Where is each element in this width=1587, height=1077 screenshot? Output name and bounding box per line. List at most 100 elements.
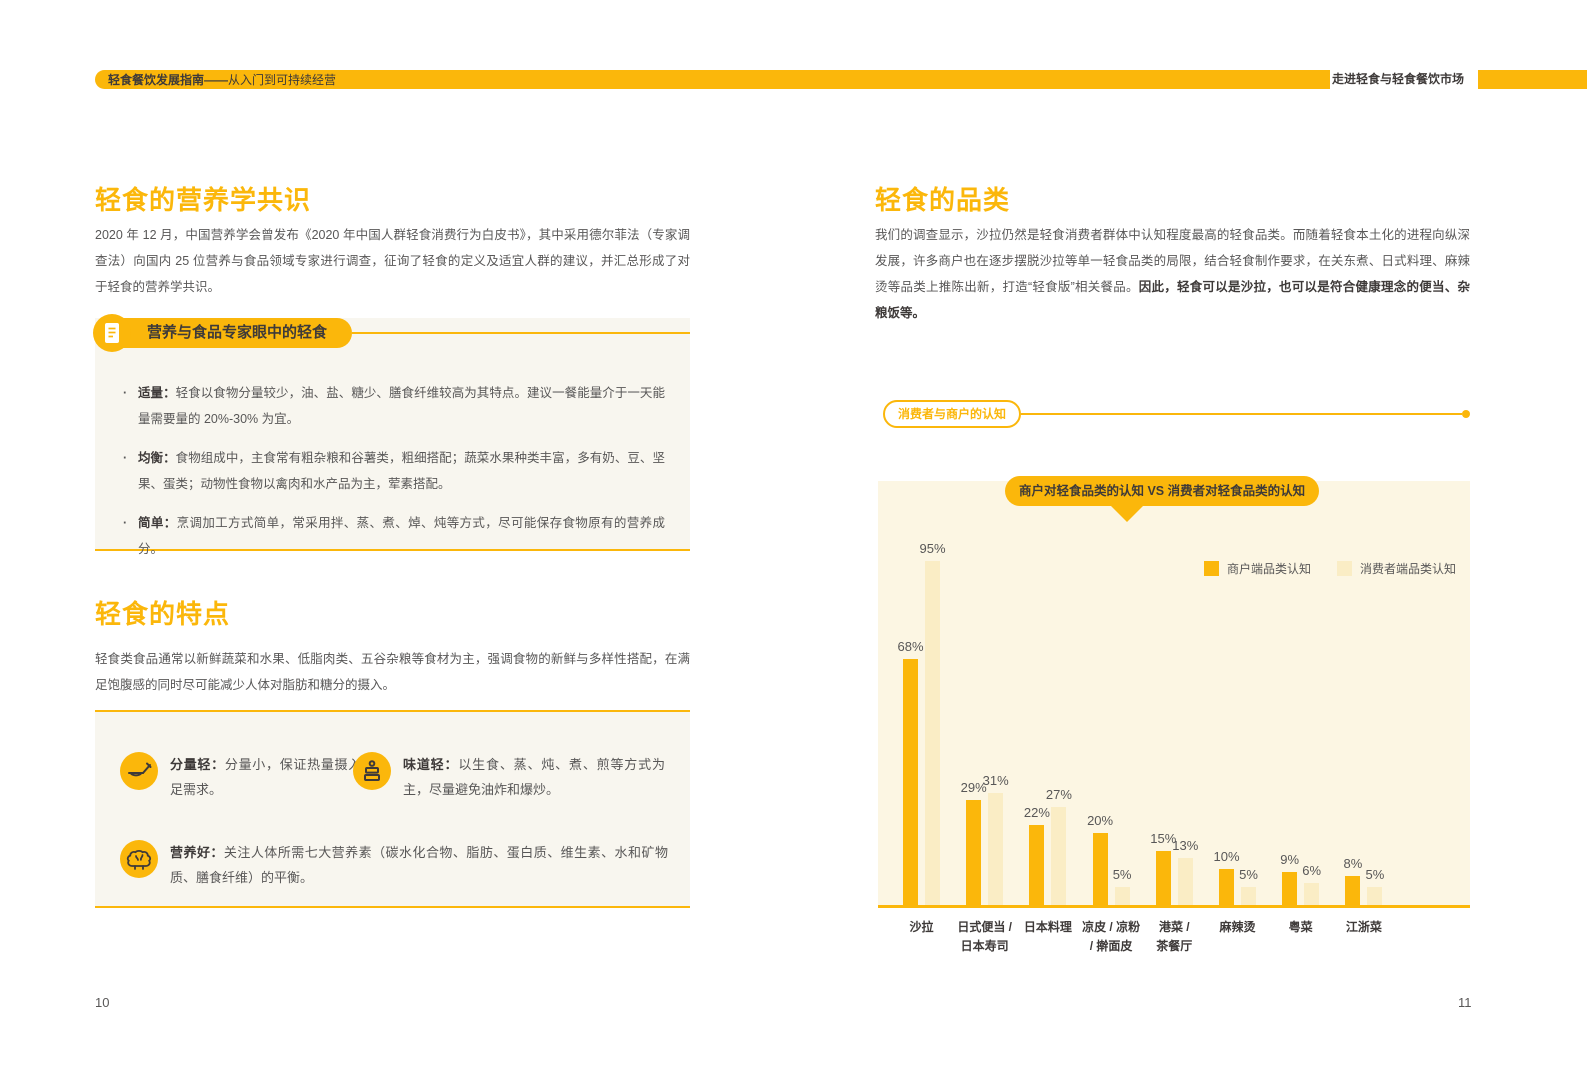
bar-consumer [1367, 887, 1383, 905]
chart-legend: 商户端品类认知 消费者端品类认知 [1203, 560, 1456, 577]
right-page: 轻食的品类 我们的调查显示，沙拉仍然是轻食消费者群体中认知程度最高的轻食品类。而… [875, 0, 1470, 1077]
bullet-item: 均衡：食物组成中，主食常有粗杂粮和谷薯类，粗细搭配；蔬菜水果种类丰富，多有奶、豆… [123, 445, 665, 497]
bar-value-merchant: 20% [1087, 813, 1114, 828]
perception-badge: 消费者与商户的认知 [883, 400, 1022, 428]
bar-value-merchant: 8% [1343, 856, 1363, 871]
category-label: 日本料理 [993, 918, 1103, 937]
category-label-line: 凉皮 / 凉粉 [1082, 920, 1141, 934]
document-icon [93, 314, 131, 352]
bar-value-merchant: 22% [1023, 805, 1050, 820]
category-label: 粤菜 [1246, 918, 1356, 937]
feature-label: 营养好： [170, 845, 224, 860]
nutrition-consensus-paragraph: 2020 年 12 月，中国营养学会曾发布《2020 年中国人群轻食消费行为白皮… [95, 228, 690, 294]
bar-consumer [925, 561, 940, 905]
legend-swatch [1336, 561, 1352, 576]
bar-value-merchant: 29% [960, 780, 987, 795]
nutrition-brain-icon [120, 840, 158, 878]
legend-item: 商户端品类认知 [1203, 560, 1311, 577]
header-right-title: 走进轻食与轻食餐饮市场 [1332, 72, 1465, 86]
feature-item: 营养好：关注人体所需七大营养素（碳水化合物、脂肪、蛋白质、维生素、水和矿物质、膳… [120, 840, 668, 890]
page-number-left: 10 [95, 995, 110, 1010]
category-label-line: 港菜 / [1158, 920, 1190, 934]
bar-consumer [1114, 887, 1130, 905]
category-label-line: 沙拉 [909, 920, 934, 934]
bullet-label: 均衡： [138, 451, 176, 465]
bar-merchant [903, 659, 918, 905]
feature-item: 分量轻：分量小，保证热量摄入满足需求。 [120, 752, 375, 802]
bar-value-merchant: 68% [897, 639, 924, 654]
left-page: 轻食的营养学共识 2020 年 12 月，中国营养学会曾发布《2020 年中国人… [93, 0, 690, 1077]
bar-consumer [1051, 807, 1067, 905]
bar-consumer [988, 793, 1004, 905]
expert-view-ribbon: 营养与食品专家眼中的轻食 [105, 318, 352, 348]
feature-description: 以生食、蒸、炖、煮、煎等方式为主，尽量避免油炸和爆炒。 [403, 757, 665, 797]
bar-consumer [1304, 883, 1320, 905]
bar-consumer [1177, 858, 1193, 905]
bullet-item: 适量：轻食以食物分量较少，油、盐、糖少、膳食纤维较高为其特点。建议一餐能量介于一… [123, 380, 665, 432]
header-bar-right-decor [1478, 70, 1587, 89]
category-label: 沙拉 [867, 918, 977, 937]
section-title-nutrition-consensus: 轻食的营养学共识 [95, 185, 312, 215]
chart-baseline-axis [878, 905, 1470, 908]
chart-title-callout: 商户对轻食品类的认知 VS 消费者对轻食品类的认知 [1005, 476, 1320, 506]
badge-decor-line [1021, 413, 1462, 415]
expert-bullet-list: 适量：轻食以食物分量较少，油、盐、糖少、膳食纤维较高为其特点。建议一餐能量介于一… [123, 380, 665, 575]
category-label-line: 日式便当 / [957, 920, 1013, 934]
header-left-title-rest: 从入门到可持续经营 [228, 73, 337, 87]
bar-merchant [1345, 876, 1361, 905]
badge-line-end-dot [1462, 410, 1470, 418]
chart-plot: 68% 95% 沙拉 29% 31% 日式便当 / 日本寿司 22% 27% 日本料理 20% 5% 凉… [878, 481, 1470, 953]
bar-merchant [1029, 825, 1045, 905]
header-left-title-bold: 轻食餐饮发展指南—— [108, 73, 229, 87]
feature-text: 营养好：关注人体所需七大营养素（碳水化合物、脂肪、蛋白质、维生素、水和矿物质、膳… [170, 840, 668, 890]
bar-consumer [1241, 887, 1256, 905]
bar-value-consumer: 6% [1302, 863, 1322, 878]
category-label-line: / 擀面皮 [1089, 939, 1133, 953]
spoon-icon [120, 752, 158, 790]
callout-pointer-triangle [1110, 505, 1144, 522]
category-label: 港菜 / 茶餐厅 [1119, 918, 1229, 956]
legend-label: 商户端品类认知 [1226, 562, 1311, 576]
header-bar-left: 轻食餐饮发展指南—— 从入门到可持续经营 [95, 70, 1330, 89]
bar-value-consumer: 5% [1239, 867, 1258, 882]
perception-badge-row: 消费者与商户的认知 [883, 400, 1470, 428]
legend-label: 消费者端品类认知 [1359, 562, 1456, 576]
page-number-right: 11 [1458, 995, 1472, 1010]
legend-item: 消费者端品类认知 [1336, 560, 1456, 577]
legend-swatch [1203, 561, 1219, 576]
bar-value-consumer: 5% [1365, 867, 1385, 882]
bar-value-consumer: 5% [1112, 867, 1132, 882]
categories-paragraph-normal: 我们的调查显示，沙拉仍然是轻食消费者群体中认知程度最高的轻食品类。而随着轻食本土… [875, 228, 1470, 294]
features-panel: 分量轻：分量小，保证热量摄入满足需求。 味道轻：以生食、蒸、炖、煮、煎等方式为主，… [95, 710, 690, 908]
feature-description: 分量小，保证热量摄入满足需求。 [170, 757, 375, 797]
feature-label: 味道轻： [403, 757, 459, 772]
feature-text: 味道轻：以生食、蒸、炖、煮、煎等方式为主，尽量避免油炸和爆炒。 [403, 752, 665, 802]
category-label: 麻辣烫 [1183, 918, 1293, 937]
bar-value-merchant: 15% [1150, 831, 1177, 846]
bar-value-consumer: 27% [1045, 787, 1072, 802]
bullet-label: 简单： [138, 516, 177, 530]
category-label-line: 日本料理 [1023, 920, 1072, 934]
features-paragraph: 轻食类食品通常以新鲜蔬菜和水果、低脂肉类、五谷杂粮等食材为主，强调食物的新鲜与多… [95, 652, 690, 692]
bar-value-consumer: 95% [919, 541, 946, 556]
category-label-line: 麻辣烫 [1219, 920, 1256, 934]
feature-description: 关注人体所需七大营养素（碳水化合物、脂肪、蛋白质、维生素、水和矿物质、膳食纤维）… [170, 845, 668, 885]
category-label-line: 粤菜 [1288, 920, 1313, 934]
bar-merchant [966, 800, 982, 905]
bar-merchant [1155, 851, 1171, 905]
feature-label: 分量轻： [170, 757, 225, 772]
bullet-item: 简单：烹调加工方式简单，常采用拌、蒸、煮、焯、炖等方式，尽可能保存食物原有的营养… [123, 510, 665, 562]
section-title-categories: 轻食的品类 [875, 185, 1011, 215]
category-label: 江浙菜 [1309, 918, 1419, 937]
section-title-features: 轻食的特点 [95, 599, 231, 629]
feature-text: 分量轻：分量小，保证热量摄入满足需求。 [170, 752, 375, 802]
bullet-label: 适量： [138, 386, 176, 400]
category-label-line: 茶餐厅 [1156, 939, 1193, 953]
categories-paragraph-bold: 因此，轻食可以是沙拉，也可以是符合健康理念的便当、杂粮饭等。 [875, 280, 1470, 320]
bar-value-consumer: 31% [982, 773, 1009, 788]
category-label: 日式便当 / 日本寿司 [930, 918, 1040, 956]
bullet-text: 烹调加工方式简单，常采用拌、蒸、煮、焯、炖等方式，尽可能保存食物原有的营养成分。 [138, 516, 665, 556]
bullet-text: 食物组成中，主食常有粗杂粮和谷薯类，粗细搭配；蔬菜水果种类丰富，多有奶、豆、坚果… [138, 451, 665, 491]
steamer-icon [353, 752, 391, 790]
category-perception-chart: 商户对轻食品类的认知 VS 消费者对轻食品类的认知 商户端品类认知 消费者端品类认… [878, 476, 1470, 953]
